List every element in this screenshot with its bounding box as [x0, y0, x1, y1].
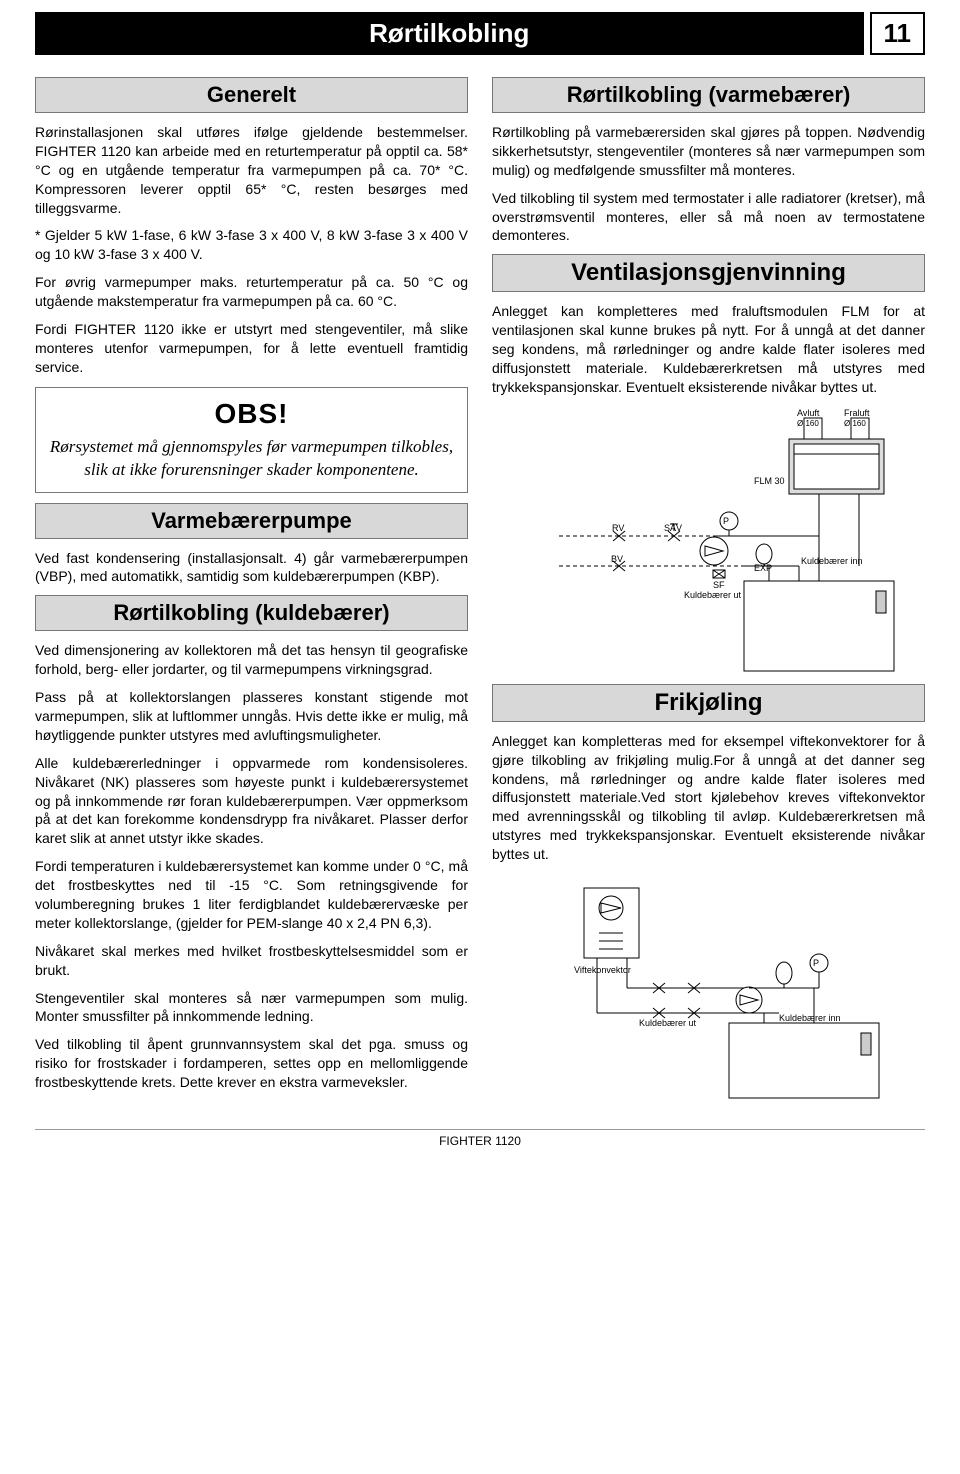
- vent-p1: Anlegget kan kompletteres med fraluftsmo…: [492, 302, 925, 396]
- kuldebaerer-p1: Ved dimensjonering av kollektoren må det…: [35, 641, 468, 679]
- columns: Generelt Rørinstallasjonen skal utføres …: [35, 69, 925, 1111]
- d2-label-p: P: [812, 958, 818, 968]
- vb-p1: Rørtilkobling på varmebærersiden skal gj…: [492, 123, 925, 180]
- frikjoling-diagram: Viftekonvektor P Kuldebærer ut Kuldebære…: [519, 873, 899, 1103]
- obs-title: OBS!: [48, 398, 455, 430]
- d1-label-bv: BV: [611, 554, 623, 564]
- section-head-kuldebaerer: Rørtilkobling (kuldebærer): [35, 595, 468, 631]
- generelt-p2: * Gjelder 5 kW 1-fase, 6 kW 3-fase 3 x 4…: [35, 226, 468, 264]
- section-head-ventilasjon: Ventilasjonsgjenvinning: [492, 254, 925, 292]
- obs-text: Rørsystemet må gjennomspyles før varmepu…: [48, 436, 455, 482]
- generelt-p3: For øvrig varmepumper maks. returtempera…: [35, 273, 468, 311]
- kuldebaerer-p6: Stengeventiler skal monteres så nær varm…: [35, 989, 468, 1027]
- kuldebaerer-p4: Fordi temperaturen i kuldebærersystemet …: [35, 857, 468, 933]
- title-bar: Rørtilkobling 11: [35, 12, 925, 55]
- d1-label-p: P: [722, 516, 728, 526]
- vb-p2: Ved tilkobling til system med termostate…: [492, 189, 925, 246]
- d1-label-avluft: Avluft: [797, 408, 820, 418]
- kuldebaerer-p3: Alle kuldebærerledninger i oppvarmede ro…: [35, 754, 468, 848]
- page-title: Rørtilkobling: [35, 12, 864, 55]
- ventilation-diagram: Avluft Ø 160 Fraluft Ø 160 FLM 30 RV SÄV…: [519, 406, 899, 676]
- page-container: Rørtilkobling 11 Generelt Rørinstallasjo…: [0, 0, 960, 1168]
- section-head-generelt: Generelt: [35, 77, 468, 113]
- page-footer: FIGHTER 1120: [35, 1129, 925, 1148]
- d2-label-kbinn: Kuldebærer inn: [779, 1013, 841, 1023]
- left-column: Generelt Rørinstallasjonen skal utføres …: [35, 69, 468, 1111]
- d2-label-vifte: Viftekonvektor: [574, 965, 631, 975]
- d1-label-fraluft-dia: Ø 160: [844, 419, 866, 428]
- d1-label-rv: RV: [612, 523, 624, 533]
- section-head-varmebaerer: Rørtilkobling (varmebærer): [492, 77, 925, 113]
- d1-label-kbut: Kuldebærer ut: [684, 590, 742, 600]
- d1-label-sf: SF: [713, 580, 725, 590]
- kuldebaerer-p5: Nivåkaret skal merkes med hvilket frostb…: [35, 942, 468, 980]
- generelt-p1: Rørinstallasjonen skal utføres ifølge gj…: [35, 123, 468, 217]
- page-number: 11: [870, 12, 926, 55]
- d1-label-flm: FLM 30: [754, 476, 785, 486]
- frikj-p1: Anlegget kan kompletteras med for eksemp…: [492, 732, 925, 864]
- d1-label-exp: EXP: [754, 563, 772, 573]
- d1-label-sav: SÄV: [664, 523, 682, 533]
- obs-box: OBS! Rørsystemet må gjennomspyles før va…: [35, 387, 468, 493]
- right-column: Rørtilkobling (varmebærer) Rørtilkobling…: [492, 69, 925, 1111]
- d2-label-kbut: Kuldebærer ut: [639, 1018, 697, 1028]
- kuldebaerer-p7: Ved tilkobling til åpent grunnvannsystem…: [35, 1035, 468, 1092]
- kuldebaerer-p2: Pass på at kollektorslangen plasseres ko…: [35, 688, 468, 745]
- generelt-p4: Fordi FIGHTER 1120 ikke er utstyrt med s…: [35, 320, 468, 377]
- varmebaerer-p1: Ved fast kondensering (installasjonsalt.…: [35, 549, 468, 587]
- d1-label-avluft-dia: Ø 160: [797, 419, 819, 428]
- section-head-varmebaererpumpe: Varmebærerpumpe: [35, 503, 468, 539]
- section-head-frikjoling: Frikjøling: [492, 684, 925, 722]
- d1-label-fraluft: Fraluft: [844, 408, 870, 418]
- d1-label-kbinn: Kuldebærer inn: [801, 556, 863, 566]
